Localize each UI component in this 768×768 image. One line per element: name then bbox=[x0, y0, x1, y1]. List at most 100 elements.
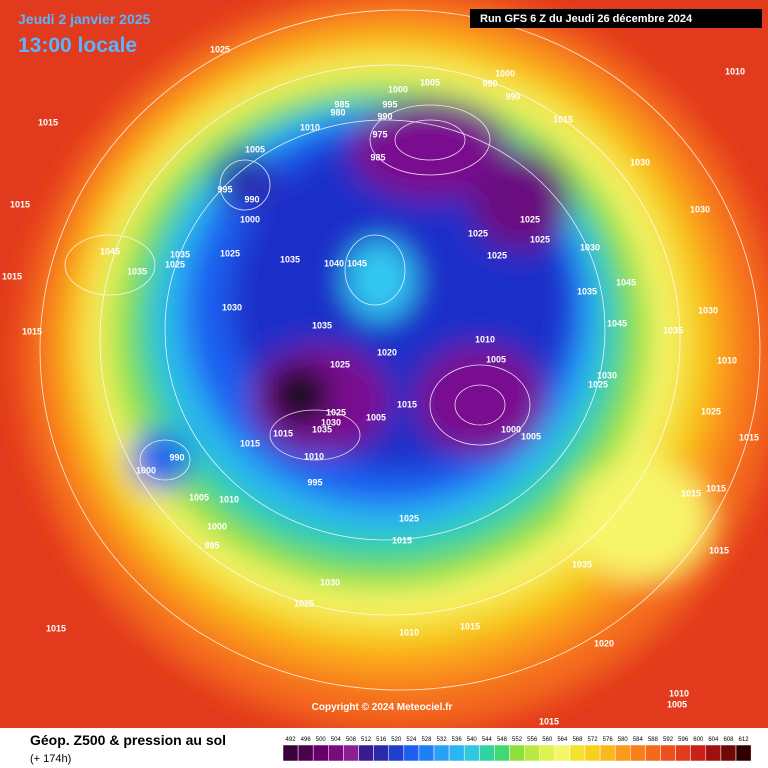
scale-swatch bbox=[614, 744, 631, 762]
isobar-label: 1015 bbox=[681, 488, 701, 498]
isobar-label: 1000 bbox=[207, 521, 227, 531]
isobar-label: 1030 bbox=[698, 305, 718, 315]
scale-swatch bbox=[599, 744, 616, 762]
isobar-label: 1015 bbox=[22, 326, 42, 336]
isobar-label: 1010 bbox=[399, 627, 419, 637]
isobar-label: 1040 bbox=[324, 258, 344, 268]
isobar-label: 1025 bbox=[468, 228, 488, 238]
run-box bbox=[470, 9, 762, 28]
scale-label: 596 bbox=[678, 737, 689, 743]
isobar-label: 990 bbox=[482, 78, 497, 88]
isobar-label: 1045 bbox=[347, 258, 367, 268]
scale-swatch bbox=[297, 744, 314, 762]
scale-label: 592 bbox=[663, 737, 674, 743]
isobar-label: 990 bbox=[244, 194, 259, 204]
scale-label: 552 bbox=[512, 737, 523, 743]
scale-label: 576 bbox=[603, 737, 614, 743]
isobar-label: 1025 bbox=[294, 598, 314, 608]
isobar-label: 1005 bbox=[420, 77, 440, 87]
scale-label: 528 bbox=[421, 737, 432, 743]
scale-swatch bbox=[675, 744, 691, 762]
isobar-label: 1030 bbox=[630, 157, 650, 167]
isobar-label: 1005 bbox=[366, 412, 386, 422]
z500-field bbox=[0, 0, 768, 730]
isobar-label: 1000 bbox=[136, 465, 156, 475]
legend-subtitle: (+ 174h) bbox=[30, 753, 71, 765]
isobar-label: 1015 bbox=[273, 428, 293, 438]
isobar-label: 1030 bbox=[580, 242, 600, 252]
isobar-label: 1035 bbox=[577, 286, 597, 296]
isobar-label: 1005 bbox=[521, 431, 541, 441]
isobar-label: 1010 bbox=[300, 122, 320, 132]
isobar-label: 1020 bbox=[377, 347, 397, 357]
isobar-label: 995 bbox=[204, 540, 219, 550]
isobar-label: 1025 bbox=[530, 234, 550, 244]
scale-swatch bbox=[312, 744, 329, 762]
isobar-label: 1010 bbox=[219, 494, 239, 504]
isobar-label: 1045 bbox=[616, 277, 636, 287]
isobar-label: 1015 bbox=[240, 438, 260, 448]
isobar-label: 1045 bbox=[100, 246, 120, 256]
isobar-label: 1010 bbox=[725, 66, 745, 76]
isobar-label: 1015 bbox=[706, 483, 726, 493]
scale-swatch bbox=[358, 744, 374, 762]
isobar-label: 1035 bbox=[663, 325, 683, 335]
scale-swatch bbox=[479, 744, 495, 762]
isobars bbox=[39, 9, 761, 691]
isobar-label: 1035 bbox=[312, 320, 332, 330]
forecast-time: 13:00 locale bbox=[18, 34, 137, 57]
isobar-label: 1025 bbox=[326, 407, 346, 417]
scale-swatch bbox=[509, 744, 525, 762]
scale-swatch bbox=[660, 744, 676, 762]
scale-swatch bbox=[584, 744, 601, 762]
run-info: Run GFS 6 Z du Jeudi 26 décembre 2024 bbox=[480, 13, 693, 25]
isobar-label: 1015 bbox=[460, 621, 480, 631]
isobar-label: 1035 bbox=[127, 266, 147, 276]
isobar-label: 1005 bbox=[245, 144, 265, 154]
isobar-label: 1030 bbox=[320, 577, 340, 587]
isobar-label: 1010 bbox=[717, 355, 737, 365]
isobar-label: 995 bbox=[217, 184, 232, 194]
isobar-label: 1035 bbox=[170, 249, 190, 259]
scale-label: 572 bbox=[588, 737, 599, 743]
isobar-label: 1030 bbox=[690, 204, 710, 214]
scale-swatch bbox=[705, 744, 722, 762]
isobar-label: 1015 bbox=[709, 545, 729, 555]
scale-label: 560 bbox=[542, 737, 553, 743]
scale-label: 492 bbox=[286, 737, 297, 743]
scale-label: 500 bbox=[316, 737, 327, 743]
scale-swatch bbox=[463, 744, 480, 762]
isobar-label: 1015 bbox=[392, 535, 412, 545]
isobar-label: 1015 bbox=[2, 271, 22, 281]
scale-label: 540 bbox=[467, 737, 478, 743]
isobar-label: 1000 bbox=[388, 84, 408, 94]
isobar-label: 975 bbox=[372, 129, 387, 139]
isobar-label: 1010 bbox=[669, 688, 689, 698]
scale-swatch bbox=[388, 744, 405, 762]
scale-swatch bbox=[630, 744, 646, 762]
isobar-label: 1025 bbox=[330, 359, 350, 369]
isobar-label: 985 bbox=[334, 99, 349, 109]
scale-swatch bbox=[539, 744, 556, 762]
scale-swatch bbox=[569, 744, 586, 762]
scale-label: 612 bbox=[739, 737, 750, 743]
scale-label: 600 bbox=[693, 737, 704, 743]
scale-swatch bbox=[373, 744, 389, 762]
scale-label: 580 bbox=[618, 737, 629, 743]
isobar-label: 1005 bbox=[189, 492, 209, 502]
scale-label: 496 bbox=[301, 737, 312, 743]
scale-label: 608 bbox=[723, 737, 734, 743]
scale-label: 516 bbox=[376, 737, 387, 743]
scale-swatch bbox=[343, 744, 359, 762]
scale-label: 520 bbox=[391, 737, 402, 743]
scale-swatch bbox=[494, 744, 510, 762]
isobar-label: 1025 bbox=[588, 379, 608, 389]
scale-label: 584 bbox=[633, 737, 644, 743]
isobar-label: 1045 bbox=[607, 318, 627, 328]
isobar-label: 1015 bbox=[46, 623, 66, 633]
forecast-date: Jeudi 2 janvier 2025 bbox=[18, 11, 151, 27]
scale-swatch bbox=[524, 744, 540, 762]
isobar-label: 1025 bbox=[220, 248, 240, 258]
